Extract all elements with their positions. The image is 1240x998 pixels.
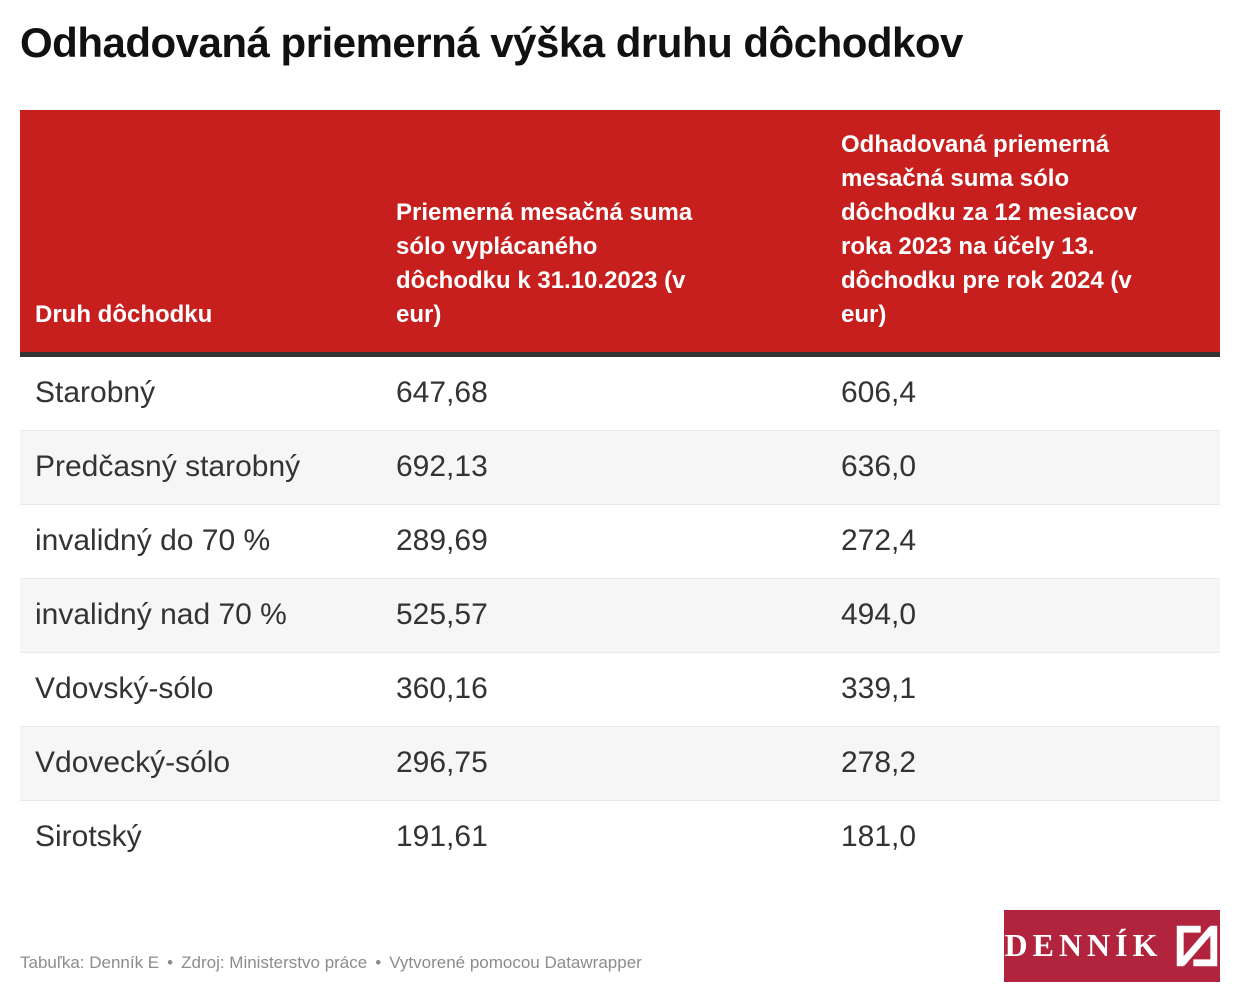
cell-suma-2023: 191,61 <box>381 800 826 874</box>
header-suma-2024: Odhadovaná priemerná mesačná suma sólo d… <box>826 110 1220 357</box>
dennik-n-icon <box>1176 925 1217 967</box>
chart-title: Odhadovaná priemerná výška druhu dôchodk… <box>20 19 963 66</box>
bullet-separator: • <box>375 953 382 972</box>
cell-druh: Vdovecký-sólo <box>20 726 381 801</box>
dennik-n-logo[interactable]: DENNÍK <box>1004 910 1220 982</box>
cell-druh: Sirotský <box>20 800 381 874</box>
cell-suma-2023: 525,57 <box>381 578 826 653</box>
pension-table: Druh dôchodku Priemerná mesačná suma sól… <box>20 110 1220 874</box>
header-druh-dochodku: Druh dôchodku <box>20 110 381 357</box>
cell-suma-2023: 296,75 <box>381 726 826 801</box>
cell-suma-2024: 636,0 <box>826 430 1220 505</box>
table-row: Predčasný starobný 692,13 636,0 <box>20 430 1220 505</box>
cell-druh: Vdovský-sólo <box>20 652 381 727</box>
table-row: Starobný 647,68 606,4 <box>20 355 1220 431</box>
cell-suma-2024: 494,0 <box>826 578 1220 653</box>
cell-suma-2024: 272,4 <box>826 504 1220 579</box>
table-row: Sirotský 191,61 181,0 <box>20 800 1220 874</box>
datawrapper-attribution-link[interactable]: Vytvorené pomocou Datawrapper <box>389 953 642 972</box>
cell-druh: invalidný nad 70 % <box>20 578 381 653</box>
cell-suma-2024: 339,1 <box>826 652 1220 727</box>
footer: Tabuľka: Denník E • Zdroj: Ministerstvo … <box>20 910 1220 982</box>
cell-suma-2023: 360,16 <box>381 652 826 727</box>
cell-suma-2024: 606,4 <box>841 376 917 409</box>
table-row: Vdovský-sólo 360,16 339,1 <box>20 652 1220 727</box>
cell-druh: Starobný <box>35 376 156 409</box>
table-row: invalidný do 70 % 289,69 272,4 <box>20 504 1220 579</box>
cell-suma-2024: 278,2 <box>826 726 1220 801</box>
table-header: Druh dôchodku Priemerná mesačná suma sól… <box>20 110 1220 357</box>
source-attribution: Zdroj: Ministerstvo práce <box>181 953 368 972</box>
dennik-n-wordmark: DENNÍK <box>1004 926 1163 963</box>
footer-attribution-line: Tabuľka: Denník E • Zdroj: Ministerstvo … <box>20 952 642 982</box>
table-body: Starobný 647,68 606,4 Predčasný starobný… <box>20 355 1220 874</box>
page: Odhadovaná priemerná výška druhu dôchodk… <box>0 20 1240 998</box>
table-header-row: Druh dôchodku Priemerná mesačná suma sól… <box>20 110 1220 357</box>
table-row: invalidný nad 70 % 525,57 494,0 <box>20 578 1220 653</box>
cell-suma-2023: 289,69 <box>381 504 826 579</box>
table-row: Vdovecký-sólo 296,75 278,2 <box>20 726 1220 801</box>
cell-druh: invalidný do 70 % <box>20 504 381 579</box>
header-suma-2023: Priemerná mesačná suma sólo vyplácaného … <box>381 110 826 357</box>
bullet-separator: • <box>167 953 174 972</box>
cell-suma-2023: 647,68 <box>396 376 488 409</box>
cell-druh: Predčasný starobný <box>20 430 381 505</box>
cell-suma-2023: 692,13 <box>381 430 826 505</box>
cell-suma-2024: 181,0 <box>826 800 1220 874</box>
table-attribution: Tabuľka: Denník E <box>20 953 160 972</box>
